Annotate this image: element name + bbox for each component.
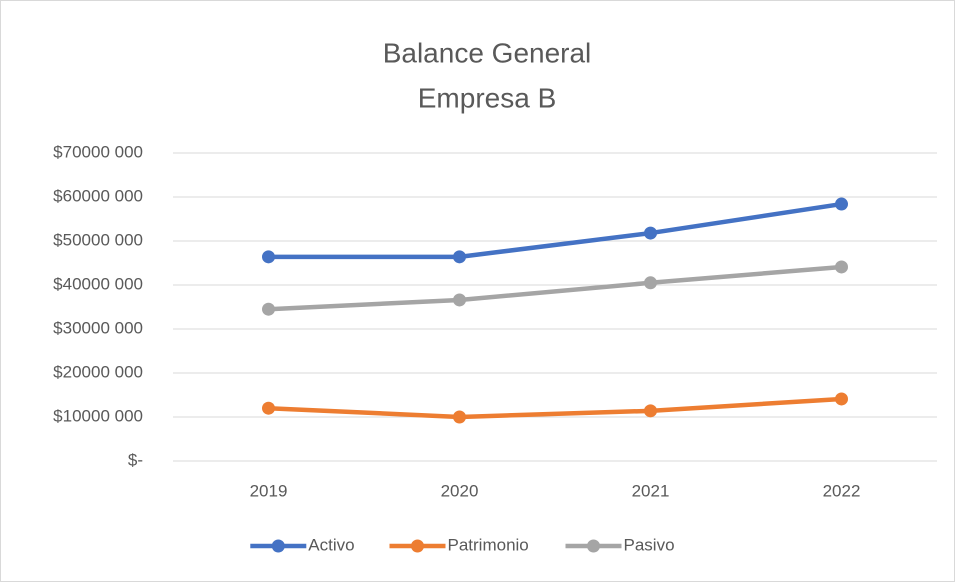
x-tick-label: 2022 [823, 481, 861, 500]
data-point [453, 410, 466, 424]
y-tick-label: $20000 000 [53, 362, 143, 381]
data-point [262, 250, 275, 264]
x-tick-label: 2021 [632, 481, 670, 500]
y-tick-label: $30000 000 [53, 318, 143, 337]
data-point [644, 404, 657, 418]
legend-label: Activo [308, 535, 354, 554]
x-tick-label: 2019 [250, 481, 288, 500]
y-tick-label: $40000 000 [53, 274, 143, 293]
data-point [453, 250, 466, 264]
legend-marker [271, 539, 285, 553]
y-tick-label: $50000 000 [53, 230, 143, 249]
series-line [266, 264, 844, 312]
series-line [266, 396, 844, 420]
data-point [835, 197, 848, 211]
y-tick-label: $10000 000 [53, 406, 143, 425]
chart-subtitle: Empresa B [418, 82, 557, 113]
y-tick-label: $70000 000 [53, 142, 143, 161]
series-line [266, 201, 844, 260]
legend-marker [411, 539, 424, 553]
x-tick-label: 2020 [441, 481, 479, 500]
data-point [453, 293, 466, 307]
data-point [644, 226, 657, 240]
data-point [262, 401, 275, 415]
chart-title: Balance General [383, 37, 592, 68]
y-tick-label: $- [128, 450, 143, 469]
data-point [262, 302, 275, 316]
data-point [644, 276, 657, 290]
data-point [835, 260, 848, 274]
legend-marker [587, 539, 600, 553]
legend-label: Patrimonio [448, 535, 529, 554]
y-tick-label: $60000 000 [53, 186, 143, 205]
legend-label: Pasivo [624, 535, 675, 554]
data-point [835, 392, 848, 406]
